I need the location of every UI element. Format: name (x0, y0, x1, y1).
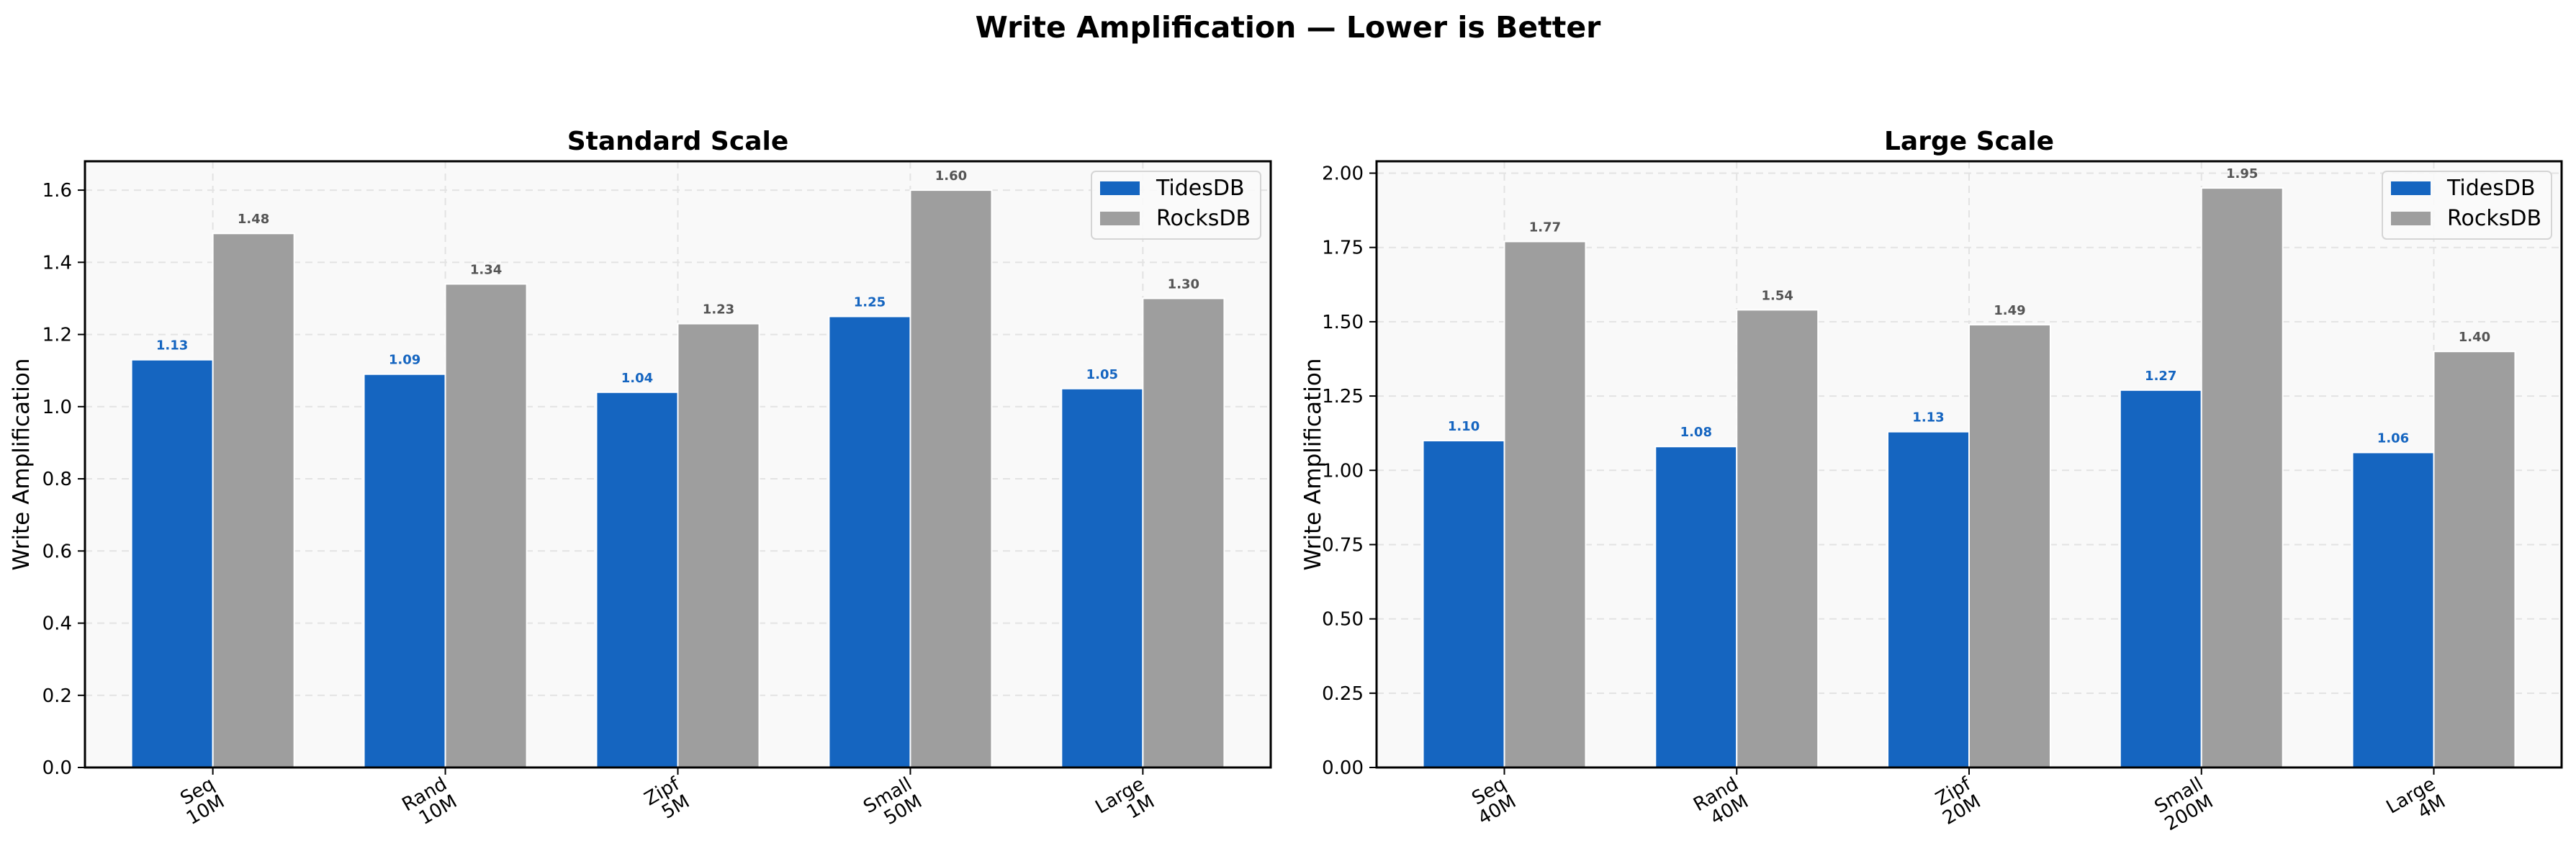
y-tick-label: 2.00 (1322, 163, 1364, 185)
x-tick-label: Rand10M (399, 773, 461, 833)
bar-rocksdb (444, 283, 528, 768)
y-tick-label: 0.25 (1322, 683, 1364, 705)
bar-value-label-tidesdb: 1.09 (389, 353, 420, 368)
bar-rocksdb (1736, 309, 1819, 768)
y-tick-label: 0.4 (42, 613, 72, 635)
bar-value-label-rocksdb: 1.54 (1762, 288, 1793, 303)
axes-title: Large Scale (1884, 127, 2054, 156)
y-tick-label: 0.0 (42, 757, 72, 779)
panel-large-scale: 1.10 1.77 1.08 1.54 1.13 1.49 1.27 1.95 1.06 1.40… (1300, 127, 2563, 836)
bar-value-label-rocksdb: 1.40 (2459, 330, 2490, 345)
y-tick-label: 1.75 (1322, 238, 1364, 259)
bar-rocksdb (2200, 187, 2284, 769)
x-tick-label: Rand40M (1690, 773, 1752, 833)
bar-value-label-rocksdb: 1.30 (1168, 276, 1199, 292)
legend-swatch-rocksdb (1100, 212, 1140, 225)
bar-value-label-tidesdb: 1.06 (2377, 431, 2409, 446)
bar-value-label-rocksdb: 1.34 (470, 262, 502, 277)
bar-value-label-rocksdb: 1.77 (1529, 220, 1561, 235)
bar-value-label-tidesdb: 1.25 (854, 295, 886, 310)
bar-value-label-rocksdb: 1.60 (935, 168, 967, 184)
bar-rocksdb (1968, 324, 2051, 768)
y-tick-label: 0.50 (1322, 609, 1364, 631)
y-axis-label: Write Amplification (1300, 359, 1326, 571)
bar-value-label-rocksdb: 1.48 (238, 212, 269, 227)
bar-rocksdb (2433, 351, 2516, 768)
legend-swatch-tidesdb (2391, 181, 2431, 195)
legend-label-tidesdb: TidesDB (1156, 176, 1245, 201)
x-tick-label: Seq10M (173, 773, 228, 829)
axes-title: Standard Scale (567, 127, 789, 156)
bar-value-label-rocksdb: 1.23 (703, 302, 734, 318)
x-tick-label: Small50M (860, 773, 926, 835)
y-tick-label: 1.00 (1322, 460, 1364, 482)
bar-value-label-tidesdb: 1.13 (156, 338, 188, 354)
figure-title: Write Amplification — Lower is Better (976, 10, 1602, 45)
x-tick-label: Zipf20M (1929, 773, 1985, 829)
bar-tidesdb (1887, 431, 1971, 768)
x-tick-label: Small200M (2151, 773, 2217, 835)
x-tick-label: Large1M (1092, 773, 1158, 836)
y-tick-label: 1.50 (1322, 312, 1364, 333)
bar-tidesdb (2351, 451, 2435, 768)
legend-label-rocksdb: RocksDB (2447, 206, 2541, 231)
y-tick-label: 0.6 (42, 541, 72, 562)
bar-tidesdb (828, 315, 911, 768)
bar-tidesdb (363, 373, 446, 768)
bar-value-label-tidesdb: 1.08 (1680, 425, 1712, 440)
y-axis-label: Write Amplification (9, 359, 35, 571)
legend-swatch-tidesdb (1100, 181, 1140, 195)
y-tick-label: 0.2 (42, 685, 72, 707)
x-tick-label: Seq40M (1464, 773, 1520, 829)
legend-label-rocksdb: RocksDB (1156, 206, 1251, 231)
y-tick-label: 1.6 (42, 180, 72, 202)
bar-value-label-tidesdb: 1.13 (1912, 410, 1944, 426)
bar-tidesdb (1060, 387, 1144, 768)
bar-value-label-rocksdb: 1.49 (1994, 303, 2025, 318)
bar-rocksdb (1142, 297, 1225, 768)
y-tick-label: 1.4 (42, 252, 72, 274)
bar-value-label-tidesdb: 1.05 (1086, 367, 1118, 382)
bar-rocksdb (677, 323, 760, 768)
y-tick-label: 1.0 (42, 397, 72, 418)
legend: TidesDB RocksDB (1091, 171, 1261, 240)
bar-value-label-tidesdb: 1.04 (621, 371, 653, 386)
bar-tidesdb (595, 391, 679, 768)
bar-tidesdb (2119, 389, 2202, 768)
bar-rocksdb (909, 189, 993, 769)
y-tick-label: 1.2 (42, 325, 72, 346)
legend-label-tidesdb: TidesDB (2446, 176, 2536, 201)
legend: TidesDB RocksDB (2382, 171, 2552, 240)
y-tick-label: 0.75 (1322, 534, 1364, 556)
legend-swatch-rocksdb (2391, 212, 2431, 225)
bar-value-label-tidesdb: 1.10 (1448, 419, 1480, 434)
bar-tidesdb (1654, 446, 1738, 768)
bar-value-label-tidesdb: 1.27 (2145, 369, 2176, 384)
x-tick-label: Large4M (2383, 773, 2449, 836)
panel-standard-scale: 1.13 1.48 1.09 1.34 1.04 1.23 1.25 1.60 1.05 1.30… (9, 127, 1272, 836)
bar-value-label-rocksdb: 1.95 (2226, 166, 2258, 181)
y-tick-label: 0.8 (42, 469, 72, 490)
y-tick-label: 0.00 (1322, 757, 1364, 779)
y-tick-label: 1.25 (1322, 386, 1364, 408)
x-tick-label: Zipf5M (641, 773, 694, 828)
bar-rocksdb (1503, 240, 1587, 768)
bar-rocksdb (212, 233, 295, 768)
bar-tidesdb (130, 359, 214, 768)
bar-tidesdb (1422, 439, 1505, 769)
